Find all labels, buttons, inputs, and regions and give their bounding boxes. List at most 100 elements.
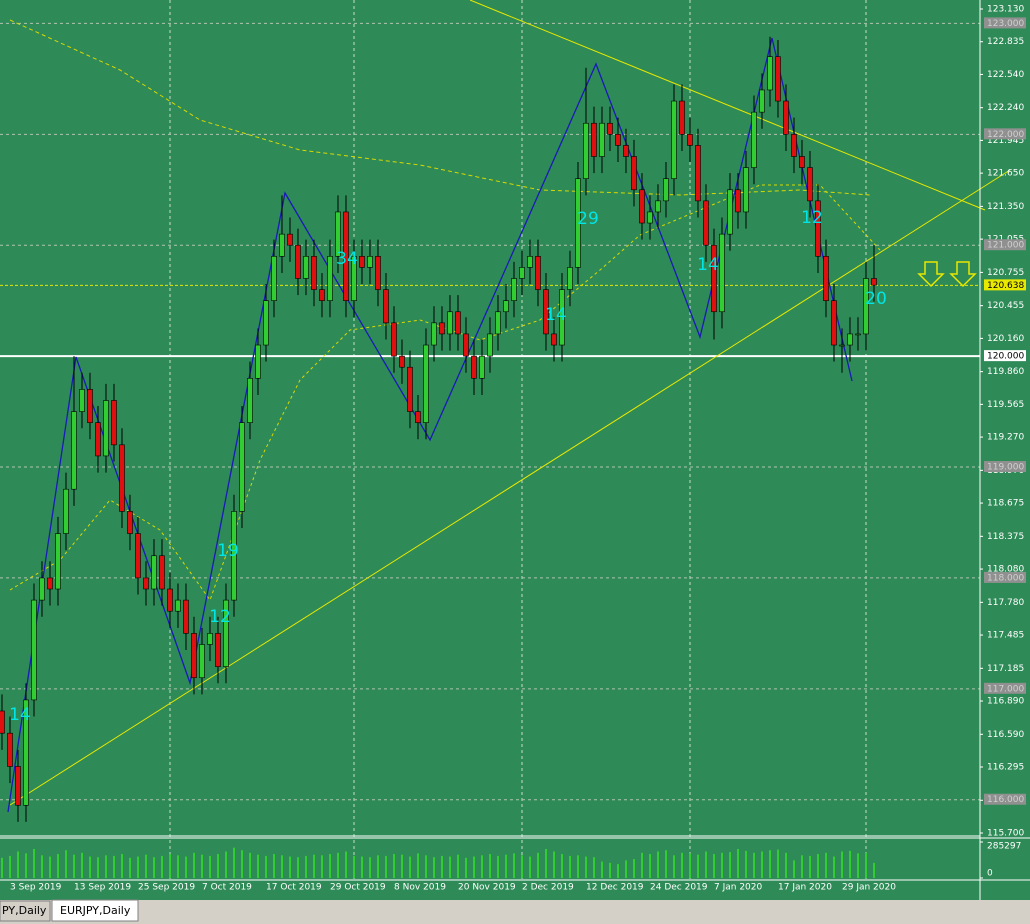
volume-bar [729,852,731,878]
volume-bar [465,857,467,878]
tab-label[interactable]: PY,Daily [2,904,47,917]
volume-bar [449,856,451,878]
y-tick-label: 120.455 [987,301,1024,311]
volume-bar [513,853,515,878]
zigzag [7,37,853,813]
candle-body [0,710,5,734]
candle-body [159,555,165,590]
candle-body [39,577,45,601]
candle-body [127,511,133,534]
candle-body [807,167,813,202]
candle-body [631,156,637,191]
volume-bar [433,857,435,878]
candle-body [711,244,717,313]
candle-body [415,411,421,423]
volume-bar [505,854,507,878]
volume-bar [497,855,499,878]
candle-body [463,333,469,357]
volume-bar [161,855,163,878]
volume-bar [761,851,763,878]
annotation: 14 [9,705,31,725]
level-label: 117.000 [987,684,1024,694]
level-box [984,793,1026,805]
candle-body [55,533,61,590]
grid [0,0,980,880]
candle-body [863,278,869,335]
candle-body [175,599,181,612]
candle-body [535,256,541,290]
x-tick-label: 2 Dec 2019 [522,883,574,893]
candle-body [751,111,757,168]
volume-bar [441,855,443,878]
y-tick-label: 120.755 [987,268,1024,278]
volume-bar [585,856,587,878]
y-tick-label: 117.485 [987,631,1024,641]
volume-bar [369,857,371,878]
level-label: 118.000 [987,573,1024,583]
volume-bar [417,853,419,878]
candle-body [519,267,525,279]
volume-bar [305,855,307,878]
volume-bar [353,855,355,878]
volume-bar [321,855,323,878]
tab-label[interactable]: EURJPY,Daily [60,904,131,917]
annotation: 20 [865,289,887,309]
y-tick-label: 115.700 [987,829,1024,839]
candle-body [15,766,21,806]
candle-body [791,134,797,157]
annotation: 29 [577,209,599,229]
candle-body [383,289,389,324]
volume-bar [241,850,243,878]
volume-bar [481,855,483,878]
volume-bar [209,855,211,878]
volume-bar [833,856,835,878]
candle-body [599,122,605,157]
level-box [984,17,1026,29]
volume-bar [841,851,843,878]
candle-body [511,278,517,301]
tab[interactable] [51,899,139,922]
volume-bar [377,855,379,878]
candle-body [23,699,29,806]
candle-body [407,366,413,412]
volume-bar [641,852,643,878]
candle-body [375,256,381,290]
volume-bar [633,859,635,878]
volume-bar [289,856,291,878]
candle-body [119,444,125,512]
candle-body [103,400,109,457]
volume-bar [697,854,699,878]
candle-body [743,167,749,213]
volume-bar [521,855,523,878]
volume-bar [609,862,611,878]
candle-body [727,189,733,235]
candle-body [639,189,645,224]
candle-body [471,355,477,379]
candle-body [759,89,765,113]
candle-body [359,256,365,268]
volume-bar [593,857,595,878]
volume-bar [801,855,803,878]
volume-bar [313,854,315,878]
annotation: 14 [545,305,567,325]
y-tick-label: 121.650 [987,169,1024,179]
candle-body [63,488,69,534]
candle-body [767,56,773,91]
volume-bar [769,850,771,878]
candle-body [247,378,253,423]
candle-body [775,56,781,102]
candle-body [143,577,149,590]
level-label: 116.000 [987,795,1024,805]
volume-bar [1,857,3,878]
candle-body [815,200,821,257]
volume-bar [281,855,283,878]
candle-body [559,289,565,346]
volume-bar [257,854,259,878]
volume-bar [129,857,131,878]
volume-bar [185,856,187,878]
x-tick-label: 12 Dec 2019 [586,883,644,893]
tab[interactable] [0,900,51,922]
last-price-label: 120.638 [987,281,1024,291]
level-box [984,682,1026,694]
volume-bar [561,854,563,878]
